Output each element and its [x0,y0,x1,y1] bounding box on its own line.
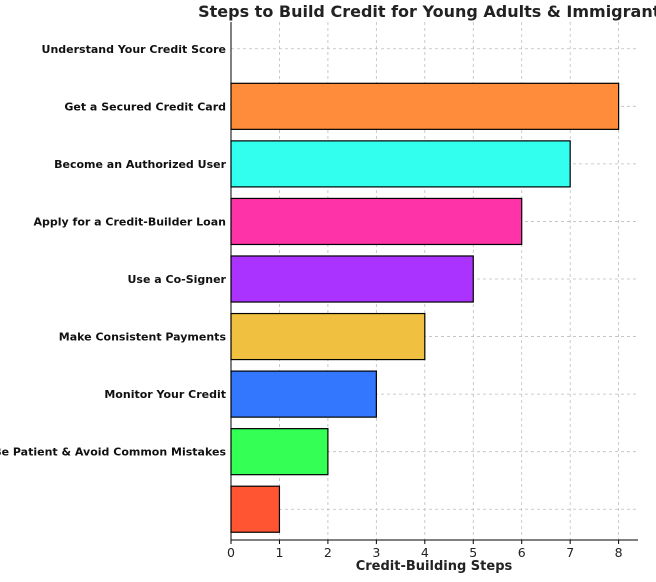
y-tick-label: Become an Authorized User [54,158,226,171]
x-tick-label: 1 [275,545,283,560]
chart-title: Steps to Build Credit for Young Adults &… [198,2,656,21]
x-tick-label: 0 [227,545,235,560]
y-tick-label: Use a Co-Signer [127,273,226,286]
y-tick-label: Monitor Your Credit [104,388,226,401]
x-tick-label: 6 [518,545,526,560]
x-axis-label: Credit-Building Steps [356,559,513,574]
y-tick-label: Apply for a Credit-Builder Loan [34,215,226,228]
x-tick-label: 7 [566,545,574,560]
x-tick-label: 4 [421,545,429,560]
y-tick-label: Make Consistent Payments [59,331,227,344]
bar [230,255,474,303]
bar [230,428,329,476]
x-tick-labels: 0 1 2 3 4 5 6 7 8 [227,540,623,560]
x-tick-label: 2 [324,545,332,560]
x-tick-label: 3 [372,545,380,560]
x-tick-label: 8 [615,545,623,560]
y-tick-label: Get a Secured Credit Card [64,100,226,113]
bar [230,197,523,246]
bar [230,485,281,533]
y-tick-label: Understand Your Credit Score [42,43,226,56]
bar [230,370,377,418]
bars [230,82,620,533]
bar [230,82,620,130]
bar [230,140,571,188]
y-tick-label: Be Patient & Avoid Common Mistakes [0,446,226,459]
x-tick-label: 5 [469,545,477,560]
y-tick-labels: Understand Your Credit Score Get a Secure… [0,43,227,459]
bar [230,312,426,361]
